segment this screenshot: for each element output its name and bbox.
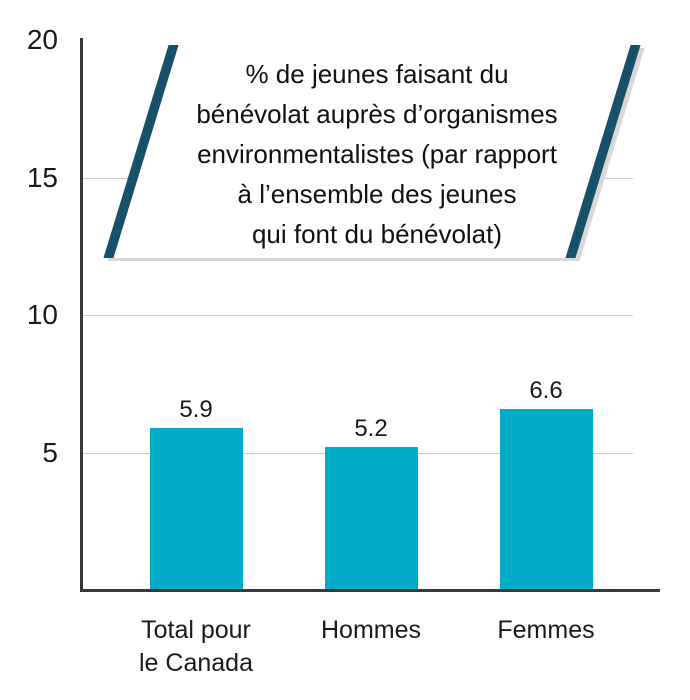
gridline-10 bbox=[81, 315, 633, 316]
category-label: Femmes bbox=[497, 616, 595, 644]
y-tick-label-10: 10 bbox=[26, 299, 58, 330]
bar-total-pour-le-canada bbox=[149, 427, 243, 590]
category-label: Hommes bbox=[320, 616, 421, 644]
bar-value-label: 5.9 bbox=[179, 395, 213, 423]
chart-title: % de jeunes faisant du bénévolat auprès … bbox=[196, 59, 558, 249]
y-tick-label-15: 15 bbox=[26, 161, 58, 193]
bar-value-label: 5.2 bbox=[354, 415, 388, 442]
y-tick-label-5: 5 bbox=[42, 436, 58, 468]
y-tick-label-20: 20 bbox=[26, 24, 58, 55]
y-axis-line bbox=[80, 38, 83, 592]
bar-femmes bbox=[499, 408, 593, 590]
x-axis-line bbox=[80, 589, 660, 592]
bar-value-label: 6.6 bbox=[529, 376, 563, 404]
category-label: Total pour le Canada bbox=[139, 616, 253, 677]
bar-hommes bbox=[324, 447, 418, 590]
